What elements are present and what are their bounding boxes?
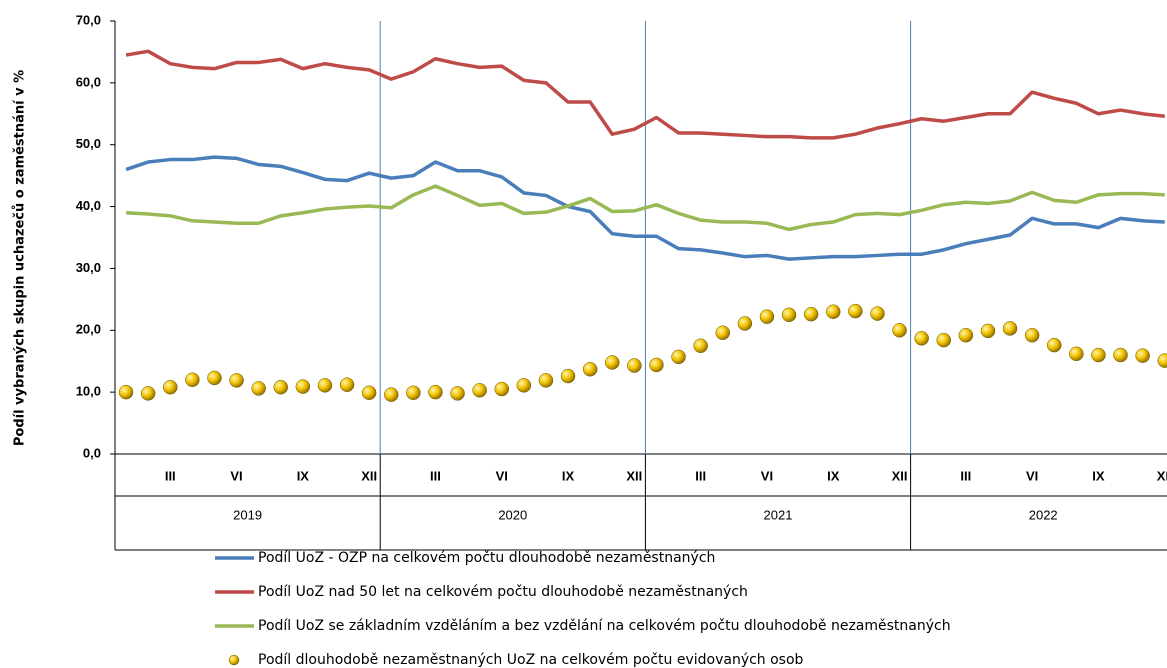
series-marker <box>826 304 841 319</box>
series-marker <box>582 362 598 377</box>
series-marker <box>295 379 311 394</box>
legend-label: Podíl UoZ - OZP na celkovém počtu dlouho… <box>258 550 715 566</box>
y-tick-label: 10,0 <box>76 384 101 399</box>
x-tick-label: XII <box>361 468 377 483</box>
series-marker <box>1157 353 1167 368</box>
y-tick-label: 50,0 <box>76 136 101 151</box>
series-marker <box>803 306 819 322</box>
x-tick-label: VI <box>761 468 773 483</box>
y-tick-label: 60,0 <box>76 74 101 89</box>
series-marker <box>958 327 974 343</box>
series-marker <box>737 316 753 331</box>
x-tick-label: XII <box>1157 468 1167 483</box>
series-marker <box>538 373 554 388</box>
series-marker <box>914 331 929 346</box>
series-marker <box>980 323 996 339</box>
series-marker <box>118 384 134 400</box>
x-tick-label: IX <box>1092 468 1105 483</box>
series-marker <box>892 323 907 338</box>
series-marker <box>516 378 532 393</box>
x-tick-label: III <box>695 468 706 483</box>
series-marker <box>781 307 797 323</box>
series-marker <box>693 338 708 353</box>
series-marker <box>1069 346 1084 362</box>
year-label: 2020 <box>498 507 527 522</box>
x-tick-label: IX <box>827 468 840 483</box>
series-marker <box>1113 347 1128 363</box>
x-tick-label: XII <box>892 468 908 483</box>
y-tick-label: 0,0 <box>83 445 101 460</box>
x-tick-label: III <box>430 468 441 483</box>
series-marker <box>848 303 863 319</box>
x-tick-label: VI <box>496 468 508 483</box>
series-marker <box>494 381 509 397</box>
series-marker <box>671 349 686 365</box>
x-tick-label: VI <box>1026 468 1038 483</box>
series-marker <box>339 377 355 392</box>
series-marker <box>229 373 244 388</box>
series-marker <box>273 379 288 395</box>
series-marker <box>605 355 620 370</box>
series-marker <box>163 379 178 395</box>
y-tick-label: 70,0 <box>76 12 101 27</box>
series-marker <box>384 387 399 402</box>
y-axis-label: Podíl vybraných skupin uchazečů o zaměst… <box>13 70 28 446</box>
series-marker <box>1091 347 1106 363</box>
x-tick-label: III <box>165 468 176 483</box>
series-marker <box>406 385 421 401</box>
series-marker <box>627 358 642 373</box>
series-marker <box>361 385 377 401</box>
series-marker <box>560 368 576 384</box>
series-marker <box>1047 337 1062 353</box>
x-tick-label: VI <box>230 468 242 483</box>
series-marker <box>251 381 266 396</box>
series-marker <box>428 384 443 400</box>
series-marker <box>649 357 664 373</box>
series-marker <box>715 325 730 341</box>
series-marker <box>1002 321 1018 336</box>
x-tick-label: IX <box>562 468 575 483</box>
year-label: 2022 <box>1029 507 1058 522</box>
year-label: 2021 <box>764 507 793 522</box>
year-label: 2019 <box>233 507 262 522</box>
x-tick-label: III <box>960 468 971 483</box>
series-marker <box>207 370 222 386</box>
series-marker <box>936 332 951 348</box>
y-tick-label: 40,0 <box>76 198 101 213</box>
series-marker <box>317 378 333 393</box>
y-tick-label: 20,0 <box>76 322 101 337</box>
series-line <box>125 184 1165 232</box>
legend-label: Podíl dlouhodobě nezaměstnaných UoZ na c… <box>258 652 804 668</box>
legend-label: Podíl UoZ nad 50 let na celkovém počtu d… <box>258 584 748 600</box>
x-tick-label: IX <box>297 468 310 483</box>
x-tick-label: XII <box>626 468 642 483</box>
series-marker <box>1024 327 1040 343</box>
series-marker <box>472 383 487 398</box>
series-line <box>125 155 1165 261</box>
series-marker <box>1135 348 1150 363</box>
y-tick-label: 30,0 <box>76 260 101 275</box>
series-marker <box>870 306 885 321</box>
series-marker <box>185 372 200 388</box>
series-marker <box>140 386 156 401</box>
legend-marker <box>228 654 240 666</box>
legend-label: Podíl UoZ se základním vzděláním a bez v… <box>258 618 951 634</box>
series-marker <box>450 386 465 401</box>
series-line <box>125 49 1165 140</box>
series-marker <box>759 309 775 324</box>
